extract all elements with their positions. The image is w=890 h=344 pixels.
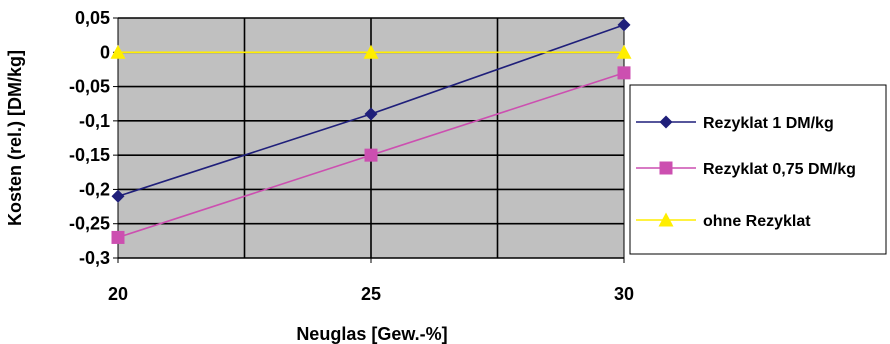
data-point [363, 44, 379, 59]
data-point [110, 44, 126, 59]
legend-label: ohne Rezyklat [703, 213, 811, 230]
data-point [617, 18, 631, 32]
y-tick-label: -0,05 [69, 77, 110, 97]
data-point [364, 107, 378, 121]
x-axis: 20 25 30 [108, 258, 634, 304]
series-1 [111, 18, 631, 203]
legend: Rezyklat 1 DM/kg Rezyklat 0,75 DM/kg ohne … [629, 84, 887, 255]
data-point [616, 44, 632, 59]
y-axis: 0,05 0 -0,05 -0,1 -0,15 -0,2 -0,25 -0,3 [69, 8, 118, 268]
data-point [111, 230, 125, 244]
data-point [364, 148, 378, 162]
legend-entry: Rezyklat 1 DM/kg [636, 115, 834, 132]
legend-marker [659, 161, 673, 175]
legend-marker [659, 115, 673, 129]
data-point [617, 66, 631, 80]
y-tick-label: -0,15 [69, 145, 110, 165]
series-2 [111, 66, 631, 244]
legend-entry: ohne Rezyklat [636, 212, 811, 230]
y-tick-label: 0,05 [75, 8, 110, 28]
y-tick-label: -0,1 [79, 111, 110, 131]
series-3 [110, 44, 632, 59]
legend-entry: Rezyklat 0,75 DM/kg [636, 161, 856, 178]
x-tick-label: 25 [361, 284, 381, 304]
y-tick-label: -0,3 [79, 248, 110, 268]
x-tick-label: 20 [108, 284, 128, 304]
x-tick-label: 30 [614, 284, 634, 304]
y-axis-label: Kosten (rel.) [DM/kg] [5, 50, 25, 226]
y-tick-label: -0,2 [79, 179, 110, 199]
y-tick-label: -0,25 [69, 214, 110, 234]
legend-label: Rezyklat 0,75 DM/kg [703, 161, 856, 178]
x-axis-label: Neuglas [Gew.-%] [296, 324, 447, 344]
y-tick-label: 0 [100, 42, 110, 62]
legend-marker [658, 212, 674, 227]
legend-label: Rezyklat 1 DM/kg [703, 115, 834, 132]
data-point [111, 189, 125, 203]
series-layer [110, 18, 632, 244]
